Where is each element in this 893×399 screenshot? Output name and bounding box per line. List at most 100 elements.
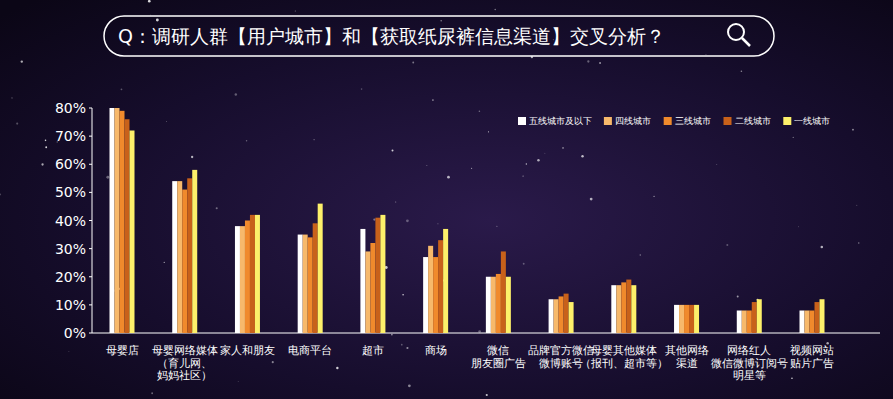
bar bbox=[742, 311, 747, 334]
x-tick-label: 网络红人微信微博订阅号明星等 bbox=[711, 344, 788, 382]
star bbox=[640, 254, 641, 255]
star bbox=[821, 246, 824, 249]
star bbox=[41, 163, 43, 165]
star bbox=[494, 9, 496, 11]
x-tick-label-line: 微信 bbox=[487, 344, 509, 357]
bar bbox=[820, 299, 825, 333]
x-tick-label-line: 母婴其他媒体 bbox=[591, 344, 657, 357]
x-tick-label-line: 贴片广告 bbox=[790, 357, 834, 370]
star bbox=[599, 62, 601, 64]
star bbox=[235, 93, 237, 95]
legend-label: 一线城市 bbox=[794, 116, 830, 126]
bar bbox=[187, 178, 192, 333]
bar bbox=[182, 190, 187, 333]
x-tick-label-line: 母婴网络媒体 bbox=[152, 344, 218, 357]
star bbox=[408, 384, 411, 387]
x-tick-label-line: 微博账号 bbox=[539, 357, 583, 370]
bar bbox=[569, 302, 574, 333]
star bbox=[526, 163, 527, 164]
y-tick bbox=[89, 304, 92, 305]
bar bbox=[621, 282, 626, 333]
star bbox=[0, 193, 1, 195]
y-tick-label: 10% bbox=[55, 297, 86, 313]
x-tick-label-line: 网络红人 bbox=[727, 344, 771, 357]
bar bbox=[360, 229, 365, 333]
bar bbox=[433, 257, 438, 333]
bar bbox=[308, 237, 313, 333]
bar bbox=[501, 251, 506, 333]
legend-swatch bbox=[604, 117, 612, 125]
legend-swatch bbox=[664, 117, 672, 125]
x-tick-label-line: 其他网络 bbox=[665, 344, 709, 357]
star bbox=[797, 226, 799, 228]
bar bbox=[674, 305, 679, 333]
bar bbox=[423, 257, 428, 333]
star bbox=[562, 147, 563, 148]
bar bbox=[245, 221, 250, 334]
bar bbox=[559, 296, 564, 333]
y-tick-label: 80% bbox=[55, 100, 86, 116]
star bbox=[406, 219, 409, 222]
star bbox=[401, 344, 403, 346]
star bbox=[246, 140, 248, 142]
x-tick-label-line: 微信微博订阅号 bbox=[711, 357, 788, 370]
bar bbox=[491, 277, 496, 333]
y-tick bbox=[89, 220, 92, 221]
bar bbox=[564, 294, 569, 333]
star bbox=[522, 175, 524, 177]
bar bbox=[255, 215, 260, 333]
star bbox=[537, 159, 539, 161]
y-tick bbox=[89, 248, 92, 249]
y-tick-label: 60% bbox=[55, 156, 86, 172]
legend-swatch bbox=[518, 117, 526, 125]
bar bbox=[177, 181, 182, 333]
bar bbox=[757, 299, 762, 333]
y-tick-label: 50% bbox=[55, 184, 86, 200]
bar bbox=[130, 131, 135, 334]
bar bbox=[815, 302, 820, 333]
legend-swatch bbox=[783, 117, 791, 125]
legend-label: 二线城市 bbox=[735, 116, 771, 126]
star bbox=[581, 155, 583, 157]
bar bbox=[192, 170, 197, 333]
y-tick bbox=[89, 333, 92, 334]
y-tick-label: 30% bbox=[55, 241, 86, 257]
star bbox=[164, 262, 165, 263]
star bbox=[406, 347, 408, 349]
star bbox=[361, 88, 363, 90]
x-tick-label: 其他网络渠道 bbox=[665, 344, 709, 370]
bar bbox=[318, 204, 323, 333]
star bbox=[705, 54, 706, 55]
search-icon bbox=[742, 38, 750, 46]
star bbox=[392, 150, 394, 152]
star bbox=[412, 62, 414, 64]
bar bbox=[313, 223, 318, 333]
star bbox=[395, 201, 397, 203]
bar bbox=[380, 215, 385, 333]
background bbox=[0, 0, 893, 399]
star bbox=[791, 377, 793, 379]
stars bbox=[0, 0, 860, 396]
star bbox=[544, 152, 546, 154]
x-tick-label: 母婴其他媒体（报刊、超市等） bbox=[580, 344, 668, 370]
star bbox=[237, 381, 239, 383]
star bbox=[191, 156, 193, 158]
x-tick-label-line: 朋友圈广告 bbox=[471, 357, 526, 370]
bar bbox=[679, 305, 684, 333]
star bbox=[336, 367, 338, 369]
star bbox=[165, 120, 167, 122]
star bbox=[590, 198, 593, 201]
y-tick bbox=[89, 164, 92, 165]
star bbox=[11, 97, 12, 98]
y-tick-label: 0% bbox=[64, 325, 86, 341]
legend-label: 五线城市及以下 bbox=[529, 116, 592, 126]
bar bbox=[684, 305, 689, 333]
star bbox=[726, 244, 728, 246]
star bbox=[471, 168, 472, 169]
legend-swatch bbox=[724, 117, 732, 125]
bar bbox=[737, 311, 742, 334]
x-tick-label: 商场 bbox=[425, 344, 447, 357]
bar bbox=[810, 311, 815, 334]
x-tick-label: 母婴网络媒体（育儿网、妈妈社区） bbox=[152, 344, 218, 382]
bar bbox=[554, 299, 559, 333]
